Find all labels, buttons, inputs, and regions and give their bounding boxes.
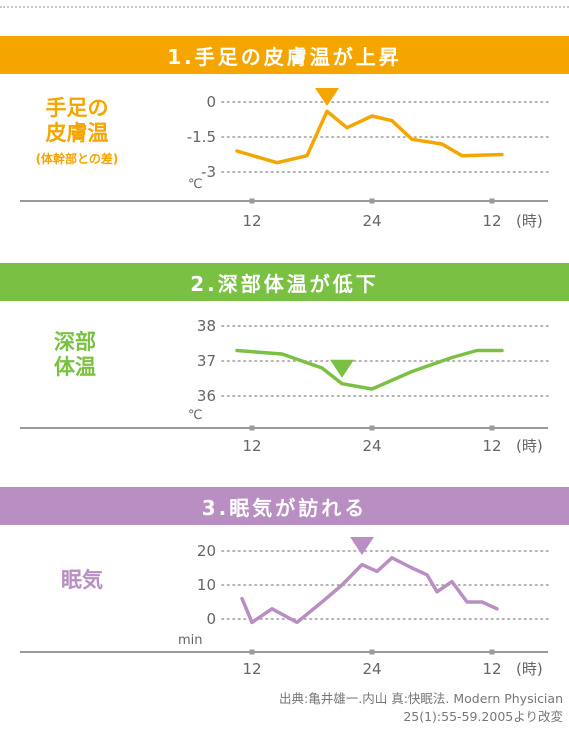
x-tick-label: 24	[362, 212, 381, 230]
panel-3-side-label: 眠気	[42, 568, 122, 593]
panel-2-title-banner: 2.深部体温が低下	[0, 263, 569, 301]
x-tick-label: 24	[362, 437, 381, 455]
panel-2-label-line-1: 深部	[54, 330, 96, 354]
y-tick-label: 20	[197, 542, 216, 560]
y-tick-label: 10	[197, 576, 216, 594]
x-tick-label: 12	[242, 660, 261, 678]
x-tick-mark	[369, 198, 375, 204]
x-axis-unit-label: (時)	[516, 212, 543, 230]
x-tick-label: 12	[242, 437, 261, 455]
x-axis-unit-label: (時)	[516, 437, 543, 455]
series-line	[235, 348, 504, 391]
y-unit-label: ℃	[188, 408, 203, 423]
y-tick-label: -3	[201, 163, 216, 181]
source-line-2: 25(1):55-59.2005より改変	[403, 709, 563, 724]
peak-marker-triangle	[330, 359, 354, 378]
peak-marker-triangle	[315, 88, 339, 106]
series-line	[240, 556, 499, 625]
panel-1-label-line-1: 手足の	[45, 96, 109, 120]
series-line	[235, 109, 504, 165]
panel-1-label-line-2: 皮膚温	[45, 121, 109, 146]
panel-1-side-label: 手足の 皮膚温 (体幹部との差)	[22, 96, 132, 167]
panel-2-title: 2.深部体温が低下	[190, 271, 379, 296]
panel-1-title-banner: 1.手足の皮膚温が上昇	[0, 36, 569, 74]
x-tick-mark	[489, 649, 495, 655]
panel-2-chart: 38 37 36 ℃ 12 24 12 (時)	[20, 317, 549, 455]
y-tick-label: -1.5	[187, 128, 216, 146]
top-dotted-border	[0, 6, 569, 8]
y-tick-label: 0	[206, 93, 216, 111]
x-tick-mark	[249, 649, 255, 655]
x-tick-mark	[489, 198, 495, 204]
x-tick-mark	[249, 425, 255, 431]
x-tick-label: 12	[482, 212, 501, 230]
peak-marker-triangle	[350, 537, 374, 555]
panel-3-title-banner: 3.眠気が訪れる	[0, 487, 569, 525]
y-unit-label: ℃	[188, 177, 203, 192]
x-tick-mark	[249, 198, 255, 204]
y-tick-label: 37	[197, 352, 216, 370]
panel-1-label-note: (体幹部との差)	[35, 152, 119, 167]
x-tick-label: 24	[362, 660, 381, 678]
x-tick-mark	[369, 649, 375, 655]
panel-2-side-label: 深部 体温	[30, 330, 120, 380]
panel-2-label-line-2: 体温	[54, 355, 96, 380]
x-tick-label: 12	[242, 212, 261, 230]
panel-3-label-line-1: 眠気	[61, 568, 103, 592]
y-unit-label: min	[178, 633, 203, 648]
x-tick-mark	[369, 425, 375, 431]
x-tick-mark	[489, 425, 495, 431]
panel-1-chart: 0 -1.5 -3℃ 12 24 12 (時)	[20, 88, 549, 230]
x-tick-label: 12	[482, 437, 501, 455]
x-axis-unit-label: (時)	[516, 660, 543, 678]
panel-1-title: 1.手足の皮膚温が上昇	[167, 44, 402, 69]
x-tick-label: 12	[482, 660, 501, 678]
source-line-1: 出典:亀井雄一.内山 真:快眠法. Modern Physician	[279, 691, 563, 706]
y-tick-label: 36	[197, 387, 216, 405]
y-tick-label: 0	[206, 610, 216, 628]
source-citation: 出典:亀井雄一.内山 真:快眠法. Modern Physician 25(1)…	[279, 690, 563, 726]
panel-3-title: 3.眠気が訪れる	[201, 495, 368, 520]
y-tick-label: 38	[197, 317, 216, 335]
